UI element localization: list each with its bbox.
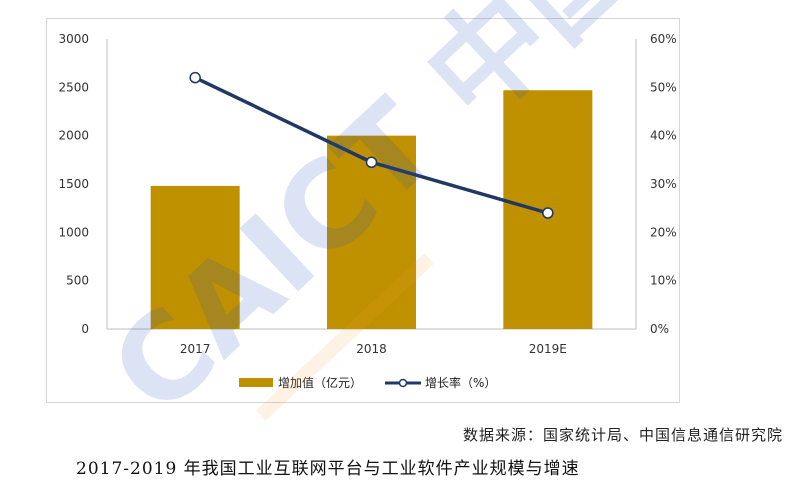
y-left-tick-label: 500	[66, 274, 89, 288]
chart-frame: 0 500 1000 1500 2000 2500 3000 0% 10% 20% 30% 40% 50…	[46, 18, 680, 403]
y-right-tick-label: 40%	[650, 129, 677, 143]
y-right-tick-label: 10%	[650, 274, 677, 288]
x-tick-label: 2019E	[529, 342, 567, 356]
growth-point-2017	[189, 71, 201, 84]
source-note: 数据来源：国家统计局、中国信息通信研究院	[462, 426, 783, 444]
y-left-tick-label: 1000	[58, 225, 89, 239]
legend-swatch-bar	[239, 378, 273, 387]
y-left-tick-label: 2500	[58, 80, 89, 94]
y-left-tick-label: 2000	[58, 129, 89, 143]
combo-chart: 0 500 1000 1500 2000 2500 3000 0% 10% 20% 30% 40% 50…	[58, 32, 677, 390]
y-right-tick-label: 60%	[650, 32, 677, 46]
legend-label-bar: 增加值（亿元）	[278, 375, 362, 390]
x-tick-label: 2017	[180, 342, 211, 356]
y-right-tick-label: 20%	[650, 225, 677, 239]
bar-2017	[150, 185, 240, 329]
x-tick-label: 2018	[356, 342, 387, 356]
growth-point-2019E	[542, 207, 554, 219]
y-left-tick-label: 0	[81, 322, 89, 336]
y-right-tick-label: 30%	[650, 177, 677, 191]
growth-point-2018	[365, 156, 378, 168]
y-left-tick-label: 1500	[58, 177, 89, 191]
legend-swatch-marker	[398, 378, 408, 388]
y-right-tick-label: 50%	[650, 80, 677, 94]
y-right-tick-label: 0%	[650, 322, 669, 336]
y-left-tick-label: 3000	[58, 32, 89, 46]
figure-caption: 2017-2019 年我国工业互联网平台与工业软件产业规模与增速	[76, 459, 580, 479]
legend-label-line: 增长率（%）	[425, 375, 496, 390]
